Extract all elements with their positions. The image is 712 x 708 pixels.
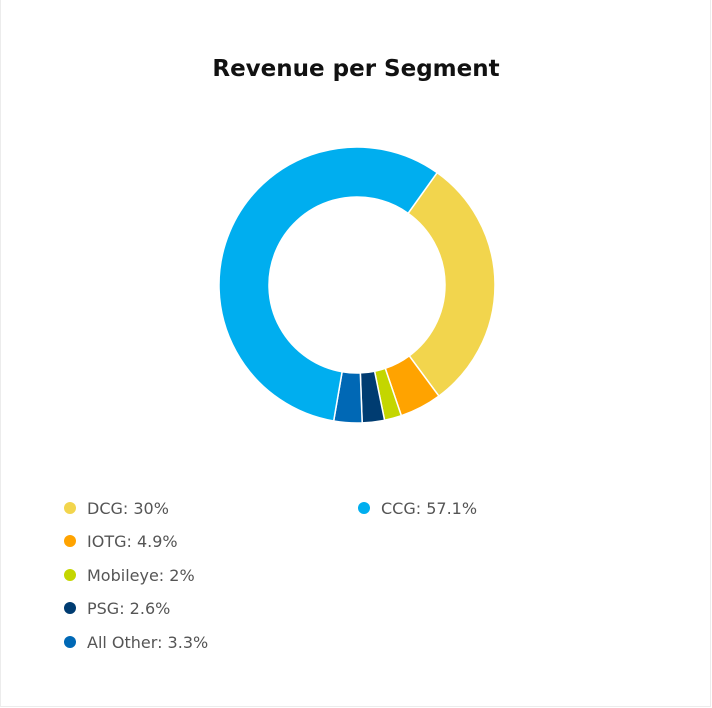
legend-item-ccg[interactable]: CCG: 57.1% xyxy=(358,498,477,518)
slice-ccg[interactable] xyxy=(218,146,439,422)
legend-item-iotg[interactable]: IOTG: 4.9% xyxy=(64,531,178,551)
legend-label-dcg: DCG: 30% xyxy=(87,498,169,518)
slice-dcg[interactable] xyxy=(407,171,496,398)
legend-marker-dcg xyxy=(64,502,76,514)
legend-marker-psg xyxy=(64,602,76,614)
legend-label-psg: PSG: 2.6% xyxy=(87,598,171,618)
legend-label-all-other: All Other: 3.3% xyxy=(87,632,209,652)
legend-marker-mobileye xyxy=(64,569,76,581)
legend-label-iotg: IOTG: 4.9% xyxy=(87,531,178,551)
chart-title: Revenue per Segment xyxy=(212,56,500,82)
legend-label-mobileye: Mobileye: 2% xyxy=(87,565,195,585)
legend-item-all-other[interactable]: All Other: 3.3% xyxy=(64,632,208,652)
legend-marker-all-other xyxy=(64,636,76,648)
legend-item-psg[interactable]: PSG: 2.6% xyxy=(64,598,170,618)
legend-item-dcg[interactable]: DCG: 30% xyxy=(64,498,169,518)
legend-label-ccg: CCG: 57.1% xyxy=(381,498,478,518)
legend-item-mobileye[interactable]: Mobileye: 2% xyxy=(64,565,195,585)
legend-marker-ccg xyxy=(358,502,370,514)
legend-marker-iotg xyxy=(64,535,76,547)
